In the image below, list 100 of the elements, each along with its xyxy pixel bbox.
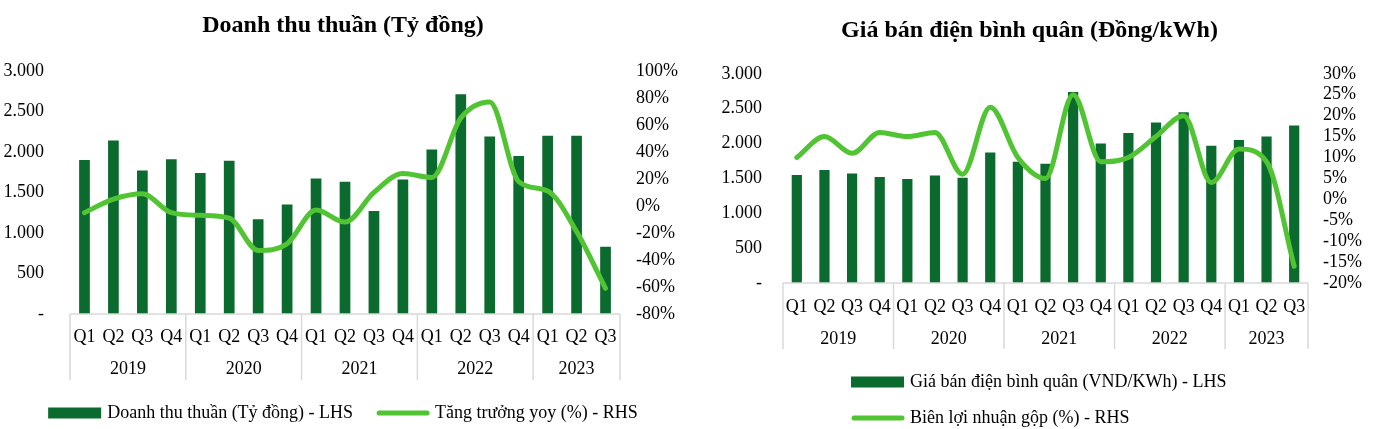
y2-tick-label: 60% [636, 113, 669, 134]
y-tick-label: 500 [17, 262, 44, 283]
chart-title: Giá bán điện bình quân (Đồng/kWh) [841, 15, 1218, 42]
x-tick-label: Q4 [507, 325, 530, 346]
x-tick-label: Q4 [276, 325, 299, 346]
y-tick-label: 1.000 [3, 221, 44, 242]
x-tick-label: Q3 [478, 325, 501, 346]
bar [819, 170, 830, 283]
y-tick-label: 2.500 [721, 97, 762, 118]
y-tick-label: 2.000 [3, 140, 44, 161]
bar [1150, 122, 1162, 283]
x-tick-label: Q3 [1283, 295, 1306, 316]
bar [1233, 140, 1245, 283]
x-tick-label: Q1 [305, 325, 328, 346]
y-tick-label: 1.500 [3, 181, 44, 202]
y-tick-label: 3.000 [3, 59, 44, 80]
x-tick-label: Q1 [1006, 295, 1029, 316]
y2-tick-label: 5% [1323, 167, 1347, 188]
y2-tick-label: 0% [1323, 188, 1347, 209]
x-tick-label: Q1 [420, 325, 443, 346]
y-tick-label: 1.000 [721, 202, 762, 222]
x-tick-label: Q2 [102, 325, 125, 346]
bar [1178, 112, 1189, 283]
x-tick-label: Q3 [131, 325, 154, 346]
x-tick-label: Q2 [565, 325, 588, 346]
bar [1095, 143, 1106, 283]
bar [513, 155, 525, 314]
y2-tick-label: -10% [1323, 229, 1362, 250]
x-tick-label: Q4 [1089, 295, 1112, 316]
bar [1123, 133, 1134, 283]
bar [79, 159, 90, 314]
bar [455, 94, 467, 314]
bar [902, 179, 913, 283]
bar [1068, 91, 1079, 283]
x-tick-label: Q2 [813, 295, 836, 316]
text: 2023 [1248, 327, 1285, 348]
legend-label: Biên lợi nhuận gộp (%) - RHS [910, 406, 1130, 428]
y2-tick-label: -20% [1323, 271, 1362, 292]
text: 2022 [457, 357, 494, 378]
y2-tick-label: 80% [636, 86, 669, 107]
legend-label: Giá bán điện bình quân (VND/KWh) - LHS [910, 370, 1227, 392]
bar [484, 136, 496, 314]
bar [1206, 145, 1217, 283]
text: 2023 [558, 357, 595, 378]
bar [426, 149, 438, 314]
y2-tick-label: 100% [636, 59, 678, 80]
text: 2020 [225, 357, 262, 378]
y2-tick-label: 10% [1323, 146, 1356, 167]
y-tick-label: 2.000 [721, 132, 762, 153]
bar [874, 177, 885, 283]
x-tick-label: Q1 [1227, 295, 1250, 316]
y-tick-label: 500 [735, 236, 762, 257]
y2-tick-label: -80% [636, 302, 675, 323]
text: 2021 [1041, 327, 1078, 348]
x-tick-label: Q1 [896, 295, 919, 316]
y2-tick-label: 25% [1323, 83, 1356, 104]
y2-tick-label: -5% [1323, 208, 1353, 229]
x-tick-label: Q2 [334, 325, 356, 346]
text: 2019 [109, 357, 146, 378]
bar [571, 135, 582, 314]
y2-tick-label: 0% [636, 194, 660, 215]
y2-tick-label: 20% [1323, 104, 1356, 125]
bar [1261, 136, 1272, 283]
text: 2019 [820, 327, 857, 348]
bar [223, 160, 235, 314]
x-tick-label: Q4 [868, 295, 891, 316]
chart-title: Doanh thu thuần (Tỷ đồng) [202, 10, 484, 37]
bar [137, 170, 148, 314]
text: 2020 [930, 327, 967, 348]
legend-label: Doanh thu thuần (Tỷ đồng) - LHS [107, 401, 354, 423]
bar [929, 175, 941, 283]
x-tick-label: Q3 [594, 325, 617, 346]
x-tick-label: Q1 [1117, 295, 1140, 316]
x-tick-label: Q4 [391, 325, 414, 346]
x-tick-label: Q3 [1062, 295, 1085, 316]
x-tick-label: Q3 [1172, 295, 1195, 316]
x-tick-label: Q3 [362, 325, 385, 346]
y2-tick-label: 15% [1323, 125, 1356, 146]
x-tick-label: Q1 [189, 325, 212, 346]
y-tick-label: - [38, 302, 44, 323]
y-tick-label: 3.000 [721, 62, 762, 83]
bar [368, 211, 380, 314]
y2-tick-label: -15% [1323, 250, 1362, 271]
bar [252, 219, 264, 314]
x-tick-label: Q2 [218, 325, 241, 346]
y2-tick-label: -20% [636, 221, 675, 242]
bar [108, 140, 119, 314]
x-tick-label: Q2 [1034, 295, 1057, 316]
y-tick-label: 2.500 [3, 100, 44, 121]
x-tick-label: Q1 [536, 325, 559, 346]
x-tick-label: Q2 [449, 325, 472, 346]
y2-tick-label: -40% [636, 248, 675, 269]
x-tick-label: Q1 [785, 295, 808, 316]
text: 2021 [341, 357, 378, 378]
text: 2022 [1151, 327, 1188, 348]
y2-tick-label: 30% [1323, 62, 1356, 83]
x-tick-label: Q1 [73, 325, 96, 346]
y-tick-label: 1.500 [721, 167, 762, 188]
bar [985, 152, 996, 283]
x-tick-label: Q4 [1200, 295, 1223, 316]
